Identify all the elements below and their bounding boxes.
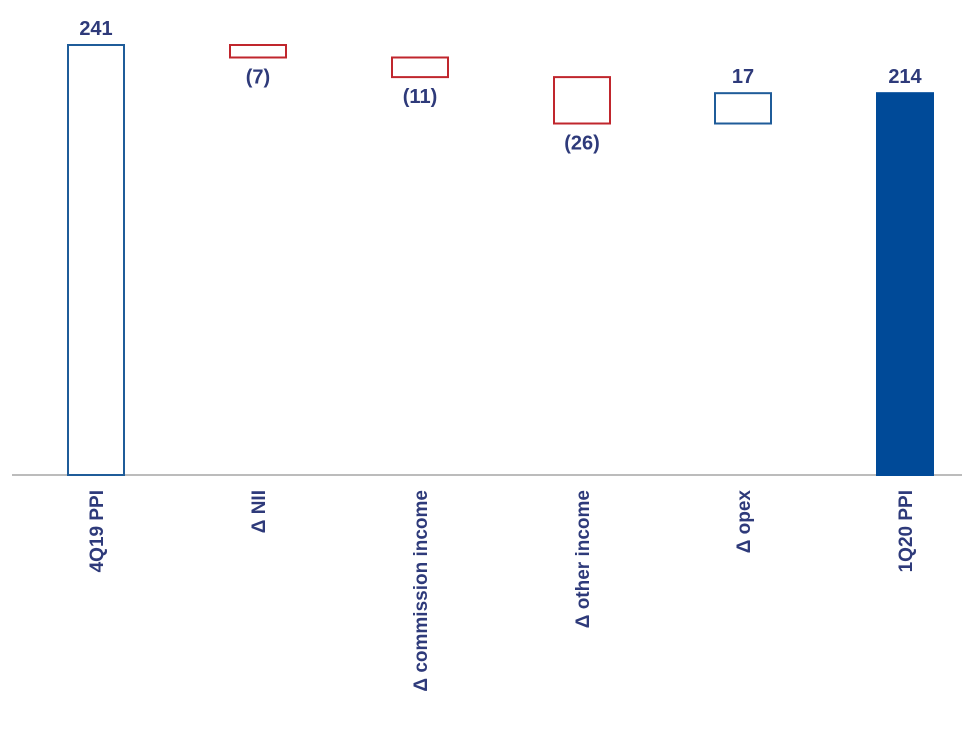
category-label-1: 4Q19 PPI [87,490,108,572]
bar-2 [229,44,287,59]
bar-6 [876,92,934,476]
bars-group [67,44,934,476]
category-labels-group: 4Q19 PPI Δ NII Δ commission income Δ other … [87,490,917,692]
value-label-3: (11) [403,86,437,108]
bar-4 [553,76,611,125]
bar-3 [391,56,449,79]
value-label-4: (26) [564,133,600,155]
category-label-3: Δ commission income [411,490,432,692]
value-label-2: (7) [246,66,270,88]
bar-1 [67,44,125,476]
category-label-6: 1Q20 PPI [896,490,917,572]
bar-5 [714,92,772,125]
category-label-4: Δ other income [573,490,594,628]
value-label-6: 214 [888,66,922,88]
value-labels-group: 241 (7) (11) (26) 17 214 [79,18,922,155]
value-label-5: 17 [732,66,754,88]
category-label-5: Δ opex [734,490,755,554]
value-label-1: 241 [79,18,112,40]
category-label-2: Δ NII [249,490,270,533]
